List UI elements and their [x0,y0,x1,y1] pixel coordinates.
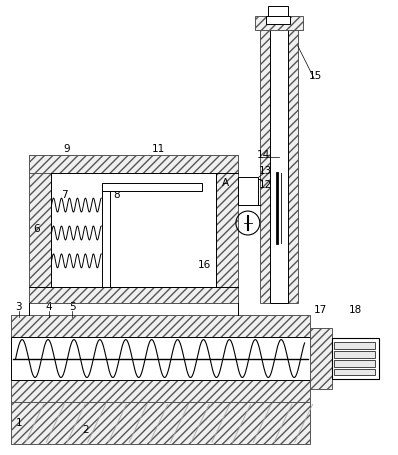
Text: 5: 5 [69,302,76,312]
Text: 1: 1 [15,418,22,428]
Bar [334,350,375,358]
Bar [11,337,310,380]
Text: 8: 8 [113,190,120,200]
Bar [11,402,310,444]
Bar [29,155,238,173]
Bar [51,173,216,287]
Text: A: A [222,178,230,188]
Text: 18: 18 [349,305,362,315]
Text: 13: 13 [259,166,272,176]
Text: 10: 10 [142,184,155,194]
Bar [332,338,379,379]
Text: 11: 11 [152,144,165,154]
Text: 4: 4 [45,302,52,312]
Text: 7: 7 [61,190,68,200]
Text: 16: 16 [197,260,211,270]
Bar [102,183,202,191]
Bar [334,359,375,367]
Text: 6: 6 [33,224,40,234]
Bar [334,342,375,349]
Bar [260,16,298,303]
Bar [216,155,238,303]
Bar [102,191,110,287]
Bar [334,369,375,375]
Bar [255,16,302,30]
Text: 14: 14 [257,150,270,160]
Bar [11,380,310,402]
Bar [310,328,332,389]
Text: 2: 2 [82,425,89,435]
Bar [29,287,238,303]
Text: 9: 9 [63,144,70,154]
Bar [270,16,288,303]
Bar [266,16,290,24]
Bar [268,6,288,16]
Bar [29,155,51,303]
Bar [238,177,258,205]
Text: 3: 3 [15,302,22,312]
Text: 17: 17 [314,305,327,315]
Bar [11,315,310,337]
Text: 15: 15 [309,71,322,81]
Text: 12: 12 [259,180,272,190]
